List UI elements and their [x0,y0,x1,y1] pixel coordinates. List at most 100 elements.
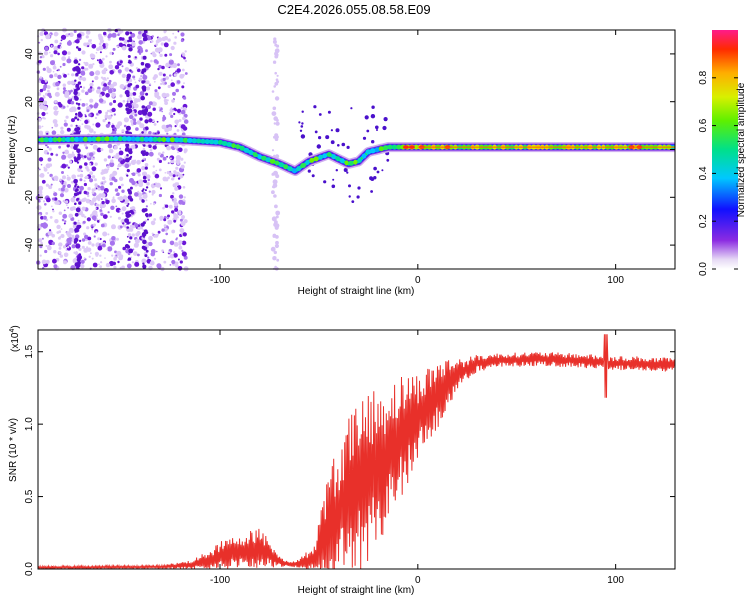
noise-spot [106,248,108,250]
noise-spot [144,119,149,124]
noise-spot [102,77,105,80]
noise-spot [143,175,146,178]
noise-spot [79,173,84,178]
noise-spot [110,205,115,210]
noise-spot [62,62,66,67]
noise-spot [162,73,166,77]
noise-spot [175,166,179,170]
noise-spot [130,100,133,104]
noise-spot [102,241,106,245]
noise-spot [78,58,82,62]
noise-spot [145,49,148,53]
x-tick-label: 100 [607,575,624,586]
noise-spot [170,58,172,61]
noise-spot [148,235,153,241]
noise-spot [67,184,71,188]
noise-spot [60,129,65,135]
noise-spot [301,122,304,125]
noise-spot [298,121,301,124]
noise-spot [173,219,177,223]
noise-spot [121,129,125,133]
noise-spot [144,163,149,167]
noise-spot [38,223,41,227]
noise-spot [73,145,78,150]
noise-spot [301,110,304,113]
noise-spot [117,102,123,108]
noise-spot [95,231,98,234]
noise-spot [121,65,124,68]
noise-spot [142,147,146,151]
noise-spot [276,48,280,51]
noise-spot [311,174,315,178]
noise-spot [167,219,173,225]
ridge-bead [387,144,393,150]
noise-spot [129,114,134,120]
noise-spot [366,129,370,133]
noise-spot [121,212,124,215]
noise-spot [128,248,134,254]
noise-spot [122,195,128,200]
noise-spot [40,79,46,84]
noise-spot [54,39,59,44]
noise-spot [44,46,49,51]
noise-spot [47,172,50,174]
noise-spot [73,178,78,184]
noise-spot [107,168,110,171]
noise-spot [83,190,88,195]
noise-spot [147,256,150,259]
noise-spot [99,51,102,54]
noise-spot [60,234,65,238]
noise-spot [115,194,118,196]
noise-spot [153,234,157,238]
noise-spot [40,163,43,166]
noise-spot [273,222,278,227]
noise-spot [124,163,130,169]
noise-spot [51,126,54,129]
noise-spot [172,174,176,178]
noise-spot [46,152,50,155]
noise-spot [94,116,98,120]
noise-spot [153,218,157,221]
noise-spot [144,151,149,156]
noise-spot [39,245,43,249]
noise-spot [96,220,100,223]
noise-spot [162,156,167,161]
noise-spot [107,233,110,236]
noise-spot [152,107,156,111]
noise-spot [172,192,175,195]
noise-spot [110,245,113,247]
noise-spot [127,252,131,256]
noise-spot [144,254,148,258]
noise-spot [270,246,276,252]
noise-spot [161,249,164,252]
noise-spot [158,168,162,172]
noise-spot [67,246,70,249]
noise-spot [161,228,165,232]
noise-spot [163,31,166,34]
noise-spot [65,200,69,204]
noise-spot [180,221,186,227]
noise-spot [152,202,156,206]
noise-spot [370,190,373,193]
noise-spot [136,168,142,173]
ridge-bead [340,158,345,164]
noise-spot [81,123,84,126]
noise-spot [166,155,169,158]
noise-spot [42,200,46,203]
noise-spot [92,262,98,268]
spectrogram-y-ticks: -40 -20 0 20 40 [24,48,675,252]
noise-spot [362,136,367,140]
noise-spot [130,119,134,123]
noise-spot [64,188,69,193]
noise-spot [174,207,179,212]
noise-spot [177,266,183,271]
noise-spot [98,98,104,103]
ridge-bead [300,163,306,168]
noise-spot [134,113,138,117]
noise-spot [67,80,72,85]
noise-spot [172,108,174,111]
noise-spot [153,59,158,64]
noise-spot [318,113,322,116]
noise-spot [144,63,149,68]
